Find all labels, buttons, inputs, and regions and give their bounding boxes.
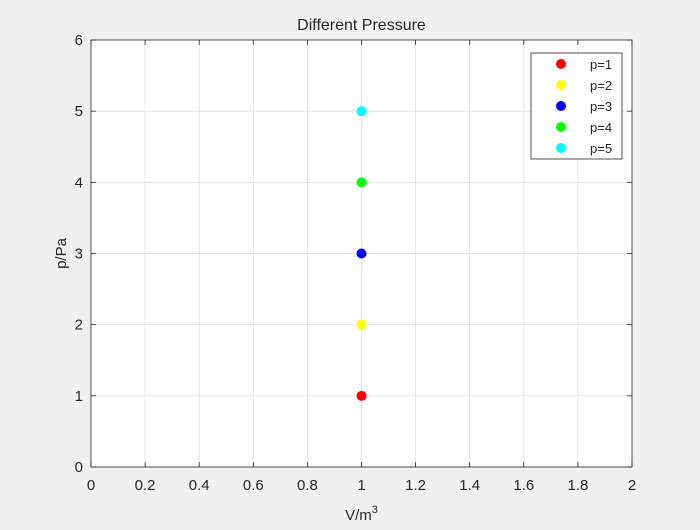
y-tick-label: 4: [75, 174, 83, 191]
y-tick-label: 0: [75, 459, 83, 476]
data-point-p=4: [356, 177, 367, 188]
x-tick-label: 0.4: [189, 477, 210, 494]
y-axis-label: p/Pa: [53, 237, 70, 269]
x-tick-label: 0.6: [243, 477, 264, 494]
x-tick-label: 1: [357, 477, 365, 494]
legend-marker: [556, 122, 566, 132]
data-point-p=3: [356, 248, 367, 259]
legend-label: p=1: [590, 57, 612, 72]
chart-title: Different Pressure: [297, 17, 426, 34]
y-tick-label: 3: [75, 246, 83, 263]
x-tick-label: 1.4: [459, 477, 480, 494]
data-point-p=2: [356, 319, 367, 330]
y-tick-label: 6: [75, 32, 83, 49]
x-tick-label: 1.2: [405, 477, 426, 494]
data-points: [356, 106, 367, 401]
legend-marker: [556, 143, 566, 153]
y-tick-label: 1: [75, 388, 83, 405]
data-point-p=5: [356, 106, 367, 117]
x-tick-label: 0.8: [297, 477, 318, 494]
legend-marker: [556, 80, 566, 90]
x-tick-label: 0.2: [135, 477, 156, 494]
x-axis-label: V/m3: [345, 504, 378, 524]
x-tick-label: 2: [628, 477, 636, 494]
x-tick-label: 1.6: [513, 477, 534, 494]
legend-label: p=5: [590, 141, 612, 156]
legend: p=1 p=2 p=3 p=4 p=5: [530, 52, 623, 160]
legend-marker: [556, 101, 566, 111]
y-axis-ticks: 0 1 2 3 4 5 6: [75, 32, 632, 476]
legend-label: p=4: [590, 120, 612, 135]
legend-label: p=2: [590, 78, 612, 93]
legend-marker: [556, 59, 566, 69]
legend-label: p=3: [590, 99, 612, 114]
x-axis-ticks: 0 0.2 0.4 0.6 0.8 1 1.2 1.4 1.6 1.8 2: [87, 40, 636, 494]
y-tick-label: 5: [75, 103, 83, 120]
x-tick-label: 1.8: [567, 477, 588, 494]
data-point-p=1: [356, 390, 367, 401]
x-tick-label: 0: [87, 477, 95, 494]
legend-box: [530, 52, 623, 160]
y-tick-label: 2: [75, 317, 83, 334]
